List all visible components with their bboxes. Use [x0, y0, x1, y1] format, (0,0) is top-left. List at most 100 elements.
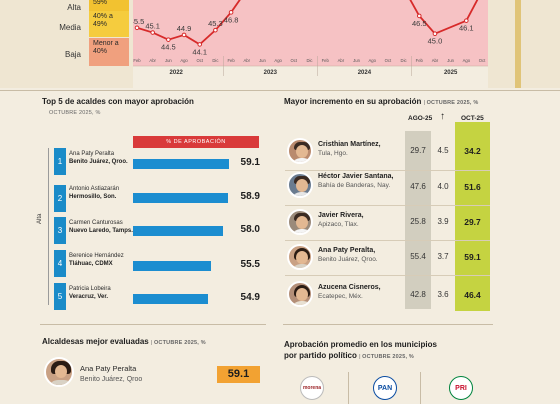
- mayor-photo: [287, 209, 313, 235]
- parties-title-line2: por partido político: [284, 351, 357, 360]
- pri-logo-icon: PRI: [449, 376, 473, 400]
- data-label: 45.5: [133, 17, 144, 26]
- level-alta-range: 59%: [89, 0, 129, 11]
- oct-column-header: OCT-25: [461, 115, 484, 122]
- rank-badge: 2: [54, 185, 66, 212]
- x-tick-label: Oct: [291, 58, 298, 63]
- mayor-name-text: Berenice Hernández: [69, 253, 124, 259]
- data-point: [432, 31, 438, 37]
- row-divider: [285, 170, 490, 171]
- x-tick-label: Feb: [133, 58, 141, 63]
- mayor-place: Nuevo Laredo, Tamps.: [69, 227, 133, 234]
- alta-side-label: Alta: [37, 213, 43, 224]
- mayor-entry: Javier Rivera, Apizaco, Tlax.: [318, 212, 364, 229]
- diff-value: 3.7: [437, 252, 449, 261]
- best-subtitle: OCTUBRE 2025, %: [153, 340, 206, 346]
- ago-value: 25.8: [410, 217, 426, 226]
- data-point: [228, 10, 234, 15]
- mayor-name-text: Ana Paty Peralta: [69, 151, 115, 157]
- morena-logo-icon: morena: [300, 376, 324, 400]
- year-label: 2025: [444, 70, 458, 76]
- oct-column-highlight: [455, 122, 490, 311]
- mayor-place: Benito Juárez, Qroo.: [69, 158, 128, 165]
- data-label: 45.3: [208, 19, 223, 28]
- mayor-name: Ana Paty Peralta Benito Juárez, Qroo.: [69, 151, 133, 166]
- mayor-photo: [287, 244, 313, 270]
- x-tick-label: Jun: [259, 58, 266, 63]
- data-label: 46.5: [412, 19, 427, 28]
- mayor-name-text: Antonio Astiazarán: [69, 186, 120, 192]
- mayor-entry: Cristhian Martínez, Tula, Hgo.: [318, 141, 381, 158]
- series-line: [230, 0, 241, 13]
- series-line: [465, 0, 479, 22]
- oct-value: 59.1: [464, 252, 481, 262]
- x-tick-label: Dic: [306, 58, 312, 63]
- x-tick-label: Jun: [353, 58, 360, 63]
- year-label: 2022: [170, 70, 184, 76]
- data-point: [134, 25, 140, 31]
- approval-bar: [133, 159, 229, 169]
- oct-value: 29.7: [464, 217, 481, 227]
- best-score: 59.1: [217, 366, 260, 383]
- best-title: Alcaldesas mejor evaluadas | OCTUBRE 202…: [42, 337, 206, 346]
- chart-background: [133, 0, 488, 66]
- mayor-place: Benito Juárez, Qroo.: [318, 255, 378, 263]
- approval-line-chart: 45.545.1 44.5 44.9 44.1 45.346.8 46.545.0 46.1…: [133, 0, 488, 76]
- diff-value: 3.9: [437, 217, 449, 226]
- year-label: 2024: [358, 70, 372, 76]
- top5-subtitle: OCTUBRE 2025, %: [49, 110, 101, 116]
- mayor-place: Veracruz, Ver.: [69, 293, 109, 300]
- mayor-photo: [44, 357, 74, 387]
- ago-value: 42.8: [410, 290, 426, 299]
- rank-badge: 1: [54, 148, 66, 175]
- ago-value: 55.4: [410, 252, 426, 261]
- data-label: 46.8: [224, 15, 239, 24]
- increment-title-text: Mayor incremento en su aprobación: [284, 97, 422, 106]
- column-divider: [348, 372, 349, 404]
- increment-subtitle: OCTUBRE 2025, %: [426, 100, 479, 106]
- parties-subtitle: OCTUBRE 2025, %: [362, 354, 414, 360]
- best-title-text: Alcaldesas mejor evaluadas: [42, 337, 149, 346]
- mayor-photo: [287, 138, 313, 164]
- x-tick-label: Jun: [165, 58, 172, 63]
- section-divider: [0, 90, 560, 91]
- x-tick-label: Feb: [227, 58, 235, 63]
- mayor-name-text: Patricia Lobeira: [69, 286, 111, 292]
- oct-value: 34.2: [464, 146, 481, 156]
- parties-title-line1: Aprobación promedio en los municipios: [284, 340, 437, 349]
- x-tick-label: Ago: [369, 58, 377, 63]
- oct-value: 51.6: [464, 182, 481, 192]
- level-media-label: Media: [59, 22, 81, 32]
- diff-value: 4.0: [437, 182, 449, 191]
- approval-trend-strip: Alta 59% Media 40% a 49% Baja Menor a 40…: [0, 0, 560, 88]
- x-tick-label: Abr: [432, 58, 439, 63]
- mayor-name: Javier Rivera,: [318, 212, 364, 219]
- mayor-name-text: Carmen Canturosas: [69, 220, 123, 226]
- mayor-entry: Ana Paty Peralta, Benito Juárez, Qroo.: [318, 247, 378, 264]
- year-label: 2023: [264, 70, 278, 76]
- approval-bar: [133, 294, 208, 304]
- section-divider: [283, 324, 493, 325]
- best-mayor-entry: Ana Paty Peralta Benito Juárez, Qroo: [80, 364, 142, 385]
- level-baja-label: Baja: [64, 49, 81, 59]
- data-label: 45.0: [428, 37, 443, 46]
- x-tick-label: Oct: [479, 58, 486, 63]
- diff-value: 3.6: [437, 290, 449, 299]
- data-label: 44.5: [161, 43, 176, 52]
- mayor-name: Cristhian Martínez,: [318, 141, 381, 148]
- data-point: [464, 18, 469, 23]
- approval-bar: [133, 261, 211, 271]
- best-mayor-name: Ana Paty Peralta: [80, 364, 137, 373]
- mayor-name: Ana Paty Peralta,: [318, 247, 376, 254]
- rank-badge: 3: [54, 217, 66, 244]
- approval-column-header: % DE APROBACIÓN: [133, 136, 259, 148]
- row-divider: [285, 205, 490, 206]
- data-point: [197, 42, 203, 47]
- mayor-name: Antonio Astiazarán Hermosillo, Son.: [69, 186, 133, 201]
- x-tick-label: Ago: [463, 58, 471, 63]
- rank-badge: 4: [54, 250, 66, 277]
- ago-value: 47.6: [410, 182, 426, 191]
- data-label: 46.1: [459, 24, 474, 33]
- data-label: 44.1: [192, 47, 207, 56]
- mayor-name: Berenice Hernández Tláhuac, CDMX: [69, 253, 133, 268]
